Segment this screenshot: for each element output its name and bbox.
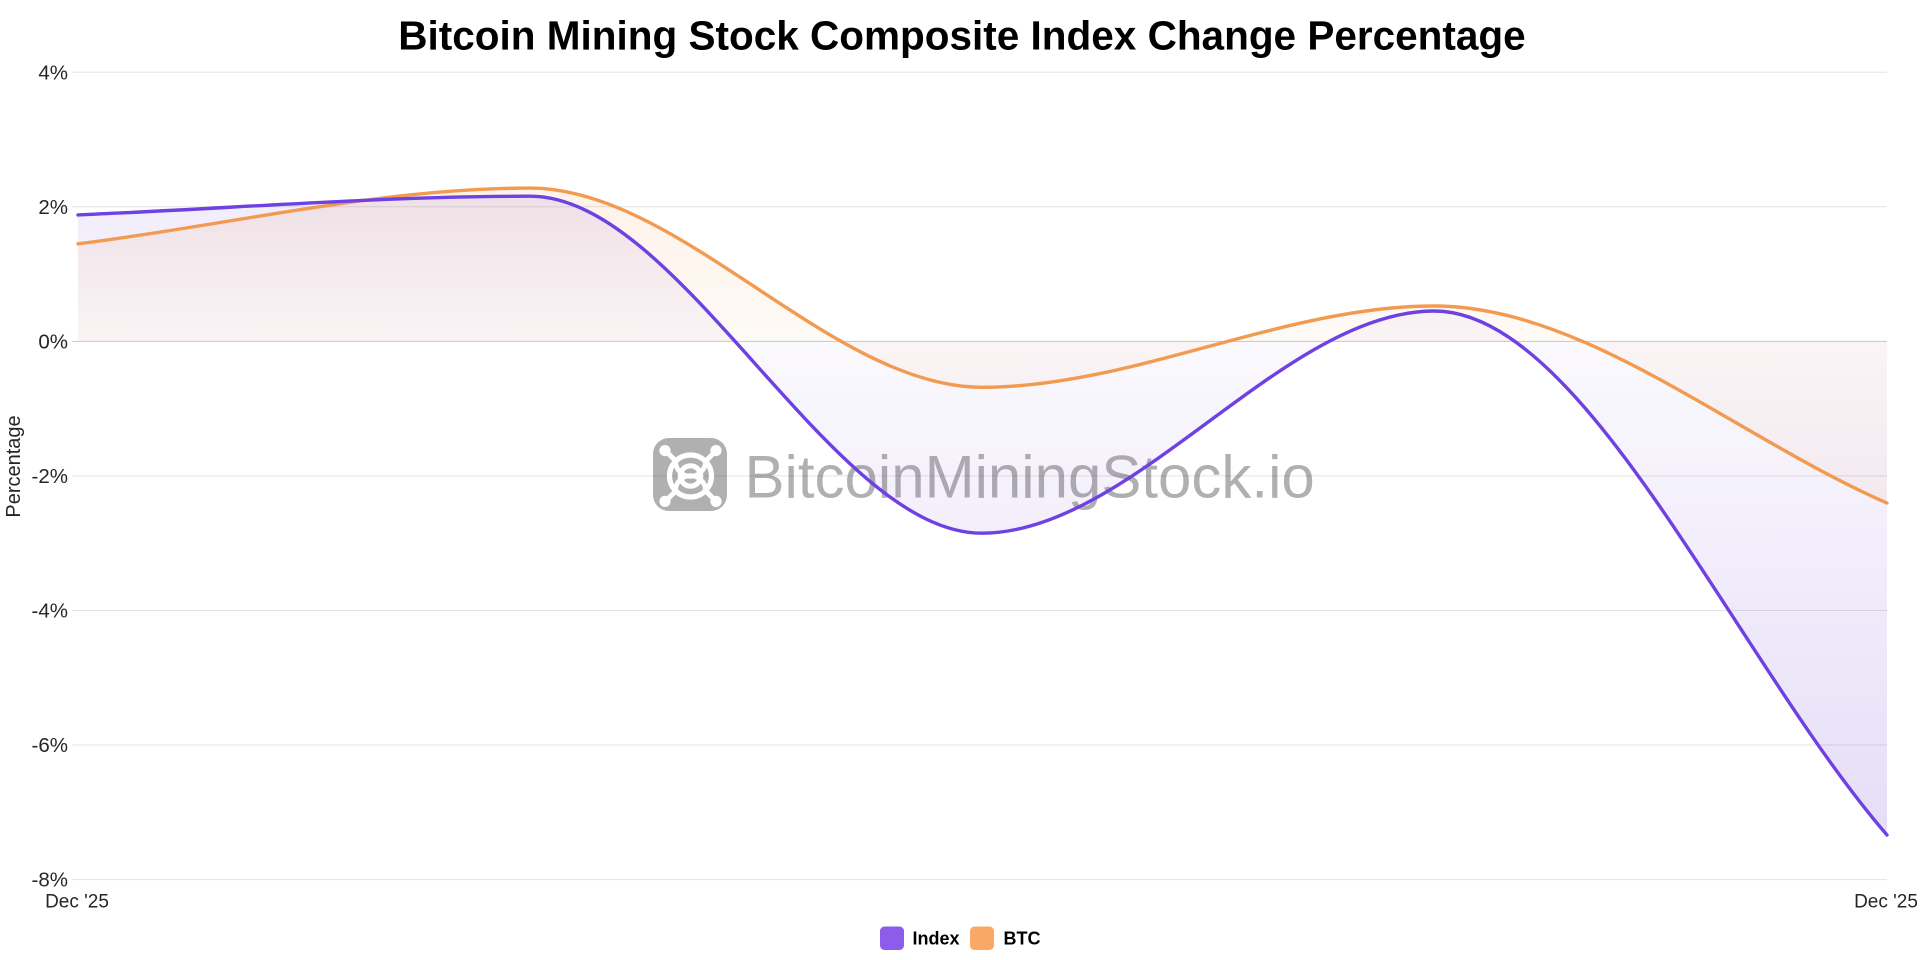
svg-text:Dec '25: Dec '25 — [45, 892, 109, 913]
svg-text:0%: 0% — [38, 330, 68, 353]
svg-text:-6%: -6% — [32, 734, 68, 757]
svg-text:Dec '25: Dec '25 — [1854, 892, 1918, 913]
svg-text:-4%: -4% — [32, 600, 68, 623]
svg-text:4%: 4% — [38, 61, 68, 84]
svg-text:BTC: BTC — [1004, 929, 1041, 949]
svg-text:Percentage: Percentage — [3, 415, 25, 517]
svg-text:Bitcoin Mining Stock Composite: Bitcoin Mining Stock Composite Index Cha… — [398, 13, 1525, 59]
svg-text:-8%: -8% — [32, 869, 68, 892]
svg-text:2%: 2% — [38, 196, 68, 219]
svg-text:-2%: -2% — [32, 465, 68, 488]
svg-text:Index: Index — [913, 929, 960, 949]
